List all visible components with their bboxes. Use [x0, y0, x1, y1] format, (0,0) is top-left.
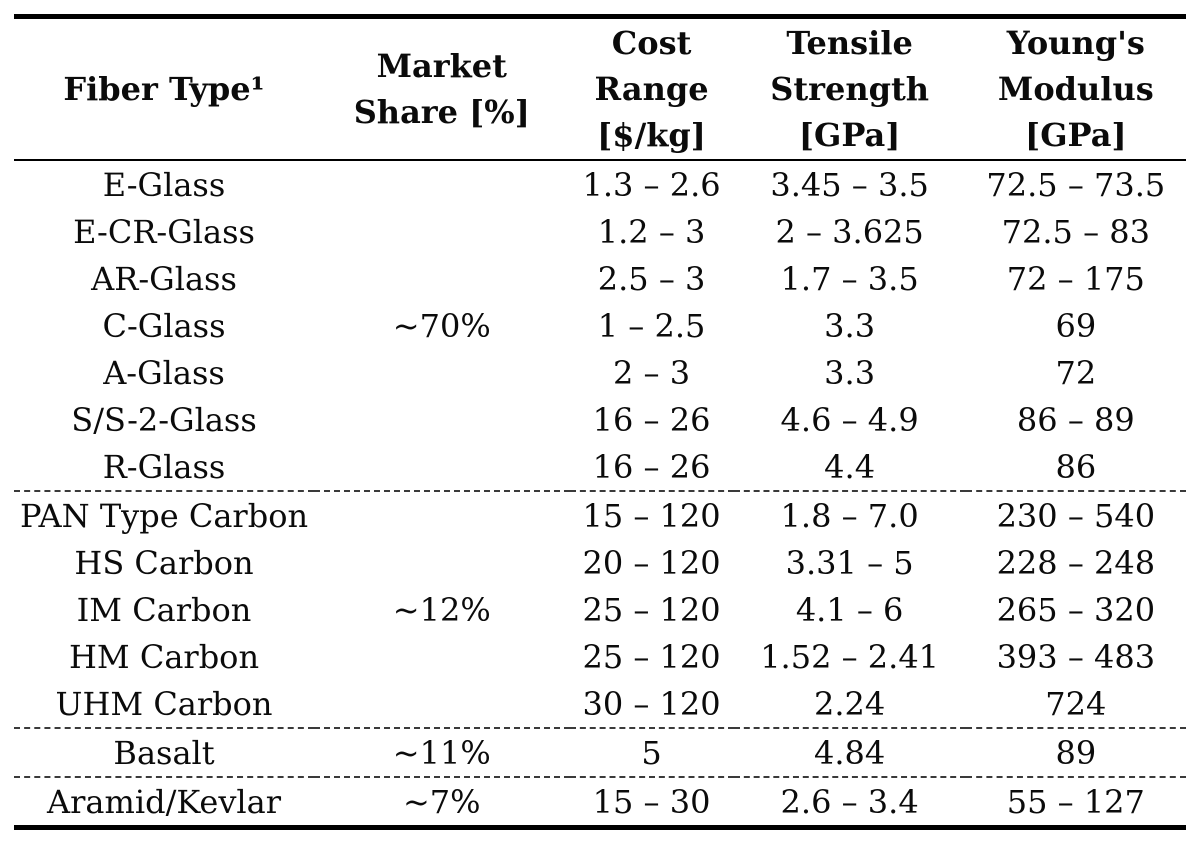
- fiber-type-cell: A-Glass: [103, 353, 225, 392]
- cost-range-cell: 16 – 26: [592, 447, 711, 486]
- cost-range-cell: 16 – 26: [592, 400, 711, 439]
- fiber-properties-table: Fiber Type¹ Market Share [%] Cost Range …: [14, 14, 1186, 830]
- table-row: C-Glass 1 – 2.5 3.3 69: [14, 302, 1186, 349]
- cost-range-cell: 5: [641, 733, 662, 772]
- tensile-strength-cell: 3.3: [824, 353, 876, 392]
- table-row: HS Carbon 20 – 120 3.31 – 5 228 – 248: [14, 539, 1186, 586]
- column-header-market-share: Market Share [%]: [314, 16, 570, 161]
- youngs-modulus-cell: 393 – 483: [996, 637, 1156, 676]
- table-row: UHM Carbon 30 – 120 2.24 724: [14, 680, 1186, 728]
- market-share-cell: ~12%: [392, 590, 491, 629]
- fiber-type-cell: R-Glass: [102, 447, 226, 486]
- column-header-fiber-type: Fiber Type¹: [14, 16, 315, 161]
- fiber-type-cell: UHM Carbon: [55, 684, 273, 723]
- market-share-cell: ~7%: [402, 782, 481, 821]
- cost-range-cell: 1 – 2.5: [597, 306, 706, 345]
- fiber-type-cell: E-Glass: [102, 165, 226, 204]
- tensile-strength-cell: 4.1 – 6: [795, 590, 904, 629]
- cost-range-cell: 1.3 – 2.6: [582, 165, 721, 204]
- table-row: Basalt ~11% 5 4.84 89: [14, 728, 1186, 777]
- tensile-strength-cell: 1.7 – 3.5: [780, 259, 919, 298]
- aramid-fiber-group: Aramid/Kevlar ~7% 15 – 30 2.6 – 3.4 55 –…: [14, 777, 1186, 828]
- youngs-modulus-cell: 72: [1055, 353, 1097, 392]
- tensile-strength-cell: 4.4: [824, 447, 876, 486]
- tensile-strength-cell: 2.6 – 3.4: [780, 782, 919, 821]
- fiber-type-cell: S/S-2-Glass: [71, 400, 257, 439]
- youngs-modulus-cell: 72.5 – 73.5: [986, 165, 1166, 204]
- fiber-type-cell: Basalt: [113, 733, 215, 772]
- fiber-type-cell: IM Carbon: [76, 590, 252, 629]
- tensile-strength-cell: 2.24: [813, 684, 886, 723]
- table-row: IM Carbon 25 – 120 4.1 – 6 265 – 320: [14, 586, 1186, 633]
- youngs-modulus-cell: 86: [1055, 447, 1097, 486]
- cost-range-cell: 2.5 – 3: [597, 259, 706, 298]
- tensile-strength-cell: 3.45 – 3.5: [770, 165, 929, 204]
- carbon-fiber-group: PAN Type Carbon ~12% 15 – 120 1.8 – 7.0 …: [14, 491, 1186, 728]
- glass-fiber-group: E-Glass ~70% 1.3 – 2.6 3.45 – 3.5 72.5 –…: [14, 160, 1186, 491]
- tensile-strength-cell: 1.52 – 2.41: [760, 637, 940, 676]
- table-row: HM Carbon 25 – 120 1.52 – 2.41 393 – 483: [14, 633, 1186, 680]
- basalt-fiber-group: Basalt ~11% 5 4.84 89: [14, 728, 1186, 777]
- fiber-type-cell: AR-Glass: [91, 259, 237, 298]
- youngs-modulus-cell: 55 – 127: [1006, 782, 1145, 821]
- column-header-youngs-modulus: Young's Modulus [GPa]: [965, 16, 1186, 161]
- cost-range-cell: 15 – 30: [592, 782, 711, 821]
- cost-range-cell: 30 – 120: [582, 684, 721, 723]
- fiber-type-cell: Aramid/Kevlar: [47, 782, 282, 821]
- tensile-strength-cell: 3.31 – 5: [785, 543, 914, 582]
- youngs-modulus-cell: 72 – 175: [1006, 259, 1145, 298]
- table-row: PAN Type Carbon ~12% 15 – 120 1.8 – 7.0 …: [14, 491, 1186, 629]
- cost-range-cell: 20 – 120: [582, 543, 721, 582]
- column-header-cost-range: Cost Range [$/kg]: [569, 16, 734, 161]
- column-header-tensile-strength: Tensile Strength [GPa]: [733, 16, 966, 161]
- table-row: S/S-2-Glass 16 – 26 4.6 – 4.9 86 – 89: [14, 396, 1186, 443]
- fiber-type-cell: C-Glass: [102, 306, 226, 345]
- fiber-type-cell: PAN Type Carbon: [19, 496, 309, 535]
- table-row: AR-Glass 2.5 – 3 1.7 – 3.5 72 – 175: [14, 255, 1186, 302]
- youngs-modulus-cell: 228 – 248: [996, 543, 1156, 582]
- youngs-modulus-cell: 724: [1045, 684, 1107, 723]
- tensile-strength-cell: 3.3: [824, 306, 876, 345]
- youngs-modulus-cell: 230 – 540: [996, 496, 1156, 535]
- youngs-modulus-cell: 69: [1055, 306, 1097, 345]
- header-row: Fiber Type¹ Market Share [%] Cost Range …: [14, 16, 1186, 161]
- youngs-modulus-cell: 89: [1055, 733, 1097, 772]
- cost-range-cell: 25 – 120: [582, 637, 721, 676]
- cost-range-cell: 25 – 120: [582, 590, 721, 629]
- fiber-type-cell: HS Carbon: [74, 543, 254, 582]
- cost-range-cell: 1.2 – 3: [597, 212, 706, 251]
- youngs-modulus-cell: 86 – 89: [1016, 400, 1135, 439]
- tensile-strength-cell: 4.6 – 4.9: [780, 400, 919, 439]
- table-row: R-Glass 16 – 26 4.4 86: [14, 443, 1186, 491]
- cost-range-cell: 2 – 3: [613, 353, 691, 392]
- fiber-type-cell: E-CR-Glass: [73, 212, 255, 251]
- youngs-modulus-cell: 265 – 320: [996, 590, 1156, 629]
- table-header: Fiber Type¹ Market Share [%] Cost Range …: [14, 16, 1186, 161]
- tensile-strength-cell: 4.84: [813, 733, 886, 772]
- market-share-cell: ~11%: [392, 733, 491, 772]
- cost-range-cell: 15 – 120: [582, 496, 721, 535]
- table-row: A-Glass 2 – 3 3.3 72: [14, 349, 1186, 396]
- table-row: Aramid/Kevlar ~7% 15 – 30 2.6 – 3.4 55 –…: [14, 777, 1186, 828]
- tensile-strength-cell: 1.8 – 7.0: [780, 496, 919, 535]
- youngs-modulus-cell: 72.5 – 83: [1001, 212, 1150, 251]
- table-row: E-Glass ~70% 1.3 – 2.6 3.45 – 3.5 72.5 –…: [14, 160, 1186, 345]
- tensile-strength-cell: 2 – 3.625: [775, 212, 924, 251]
- market-share-cell: ~70%: [392, 306, 491, 345]
- fiber-type-cell: HM Carbon: [68, 637, 260, 676]
- table-row: E-CR-Glass 1.2 – 3 2 – 3.625 72.5 – 83: [14, 208, 1186, 255]
